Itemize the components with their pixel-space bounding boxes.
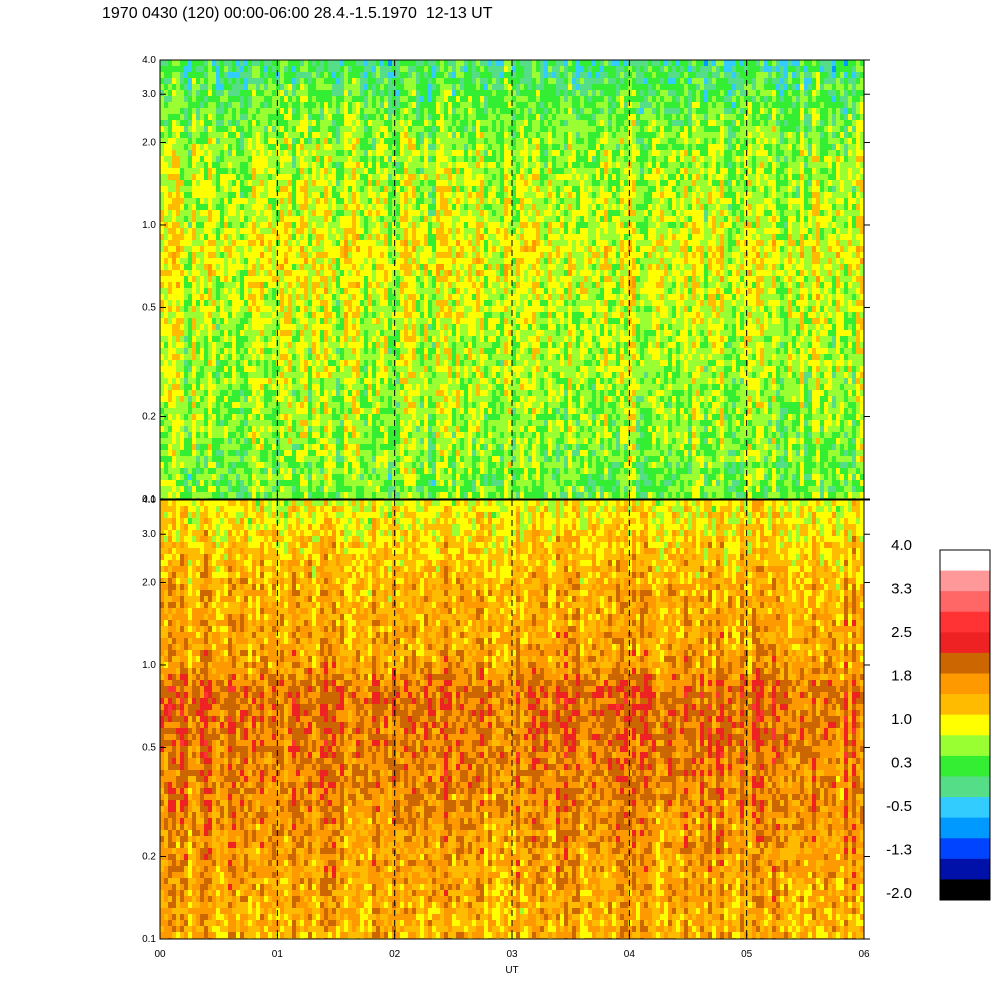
- heatmap-panel-upper: 0.1 0.2 0.5 1.0 2.0 3.0 4.0: [142, 55, 870, 505]
- y-tick-label: 4.0: [142, 55, 156, 66]
- y-tick-label: 0.1: [142, 494, 156, 505]
- y-tick-label: 4.0: [142, 495, 156, 506]
- colorbar-swatch: [940, 550, 990, 572]
- x-tick-label: 03: [506, 949, 518, 960]
- colorbar-swatch: [940, 694, 990, 716]
- page-title: 1970 0430 (120) 00:00-06:00 28.4.-1.5.19…: [102, 5, 493, 23]
- colorbar-label: 1.8: [891, 668, 912, 685]
- colorbar-label: 4.0: [891, 537, 912, 554]
- colorbar-swatch: [940, 838, 990, 860]
- y-tick-label: 0.2: [142, 852, 156, 863]
- colorbar-frame: [939, 549, 991, 901]
- y-tick-label: 0.2: [142, 412, 156, 423]
- colorbar-swatch: [940, 735, 990, 757]
- colorbar-swatch: [940, 632, 990, 654]
- colorbar-label: 2.5: [891, 624, 912, 641]
- colorbar-swatch: [940, 858, 990, 880]
- colorbar-swatch: [940, 714, 990, 736]
- x-tick-label: 01: [272, 949, 284, 960]
- colorbar-label: 1.0: [891, 711, 912, 728]
- x-tick-label: 02: [389, 949, 401, 960]
- colorbar-swatch: [940, 611, 990, 633]
- colorbar-label: 3.3: [891, 581, 912, 598]
- y-tick-label: 0.1: [142, 934, 156, 945]
- x-tick-label: 00: [154, 949, 166, 960]
- colorbar-swatch: [940, 755, 990, 777]
- x-tick-label: 06: [858, 949, 870, 960]
- colorbar-swatch: [940, 817, 990, 839]
- colorbar-swatch: [940, 797, 990, 819]
- colorbar-label: -0.5: [886, 798, 912, 815]
- y-tick-label: 0.5: [142, 742, 156, 753]
- y-tick-label: 3.0: [142, 89, 156, 100]
- y-tick-label: 2.0: [142, 137, 156, 148]
- y-tick-label: 1.0: [142, 220, 156, 231]
- y-tick-label: 0.5: [142, 302, 156, 313]
- colorbar-label: 0.3: [891, 755, 912, 772]
- x-tick-label: 04: [624, 949, 636, 960]
- y-tick-label: 2.0: [142, 577, 156, 588]
- colorbar-label: -2.0: [886, 885, 912, 902]
- colorbar-swatch: [940, 652, 990, 675]
- colorbar-swatch: [940, 591, 990, 613]
- y-tick-label: 1.0: [142, 660, 156, 671]
- colorbar-swatch: [940, 673, 990, 695]
- colorbar: 4.0 3.3 2.5 1.8 1.0 0.3 -0.5 -1.3 -2.0: [886, 537, 991, 902]
- x-axis-label: UT: [505, 965, 518, 976]
- x-tick-label: 05: [741, 949, 753, 960]
- colorbar-swatch: [940, 879, 990, 901]
- colorbar-swatch: [940, 776, 990, 798]
- colorbar-swatch: [940, 570, 990, 592]
- y-tick-label: 3.0: [142, 529, 156, 540]
- colorbar-label: -1.3: [886, 842, 912, 859]
- heatmap-panel-lower: 0.1 0.2 0.5 1.0 2.0 3.0 4.0 00 01 02 03 04 05 06 UT: [142, 495, 870, 976]
